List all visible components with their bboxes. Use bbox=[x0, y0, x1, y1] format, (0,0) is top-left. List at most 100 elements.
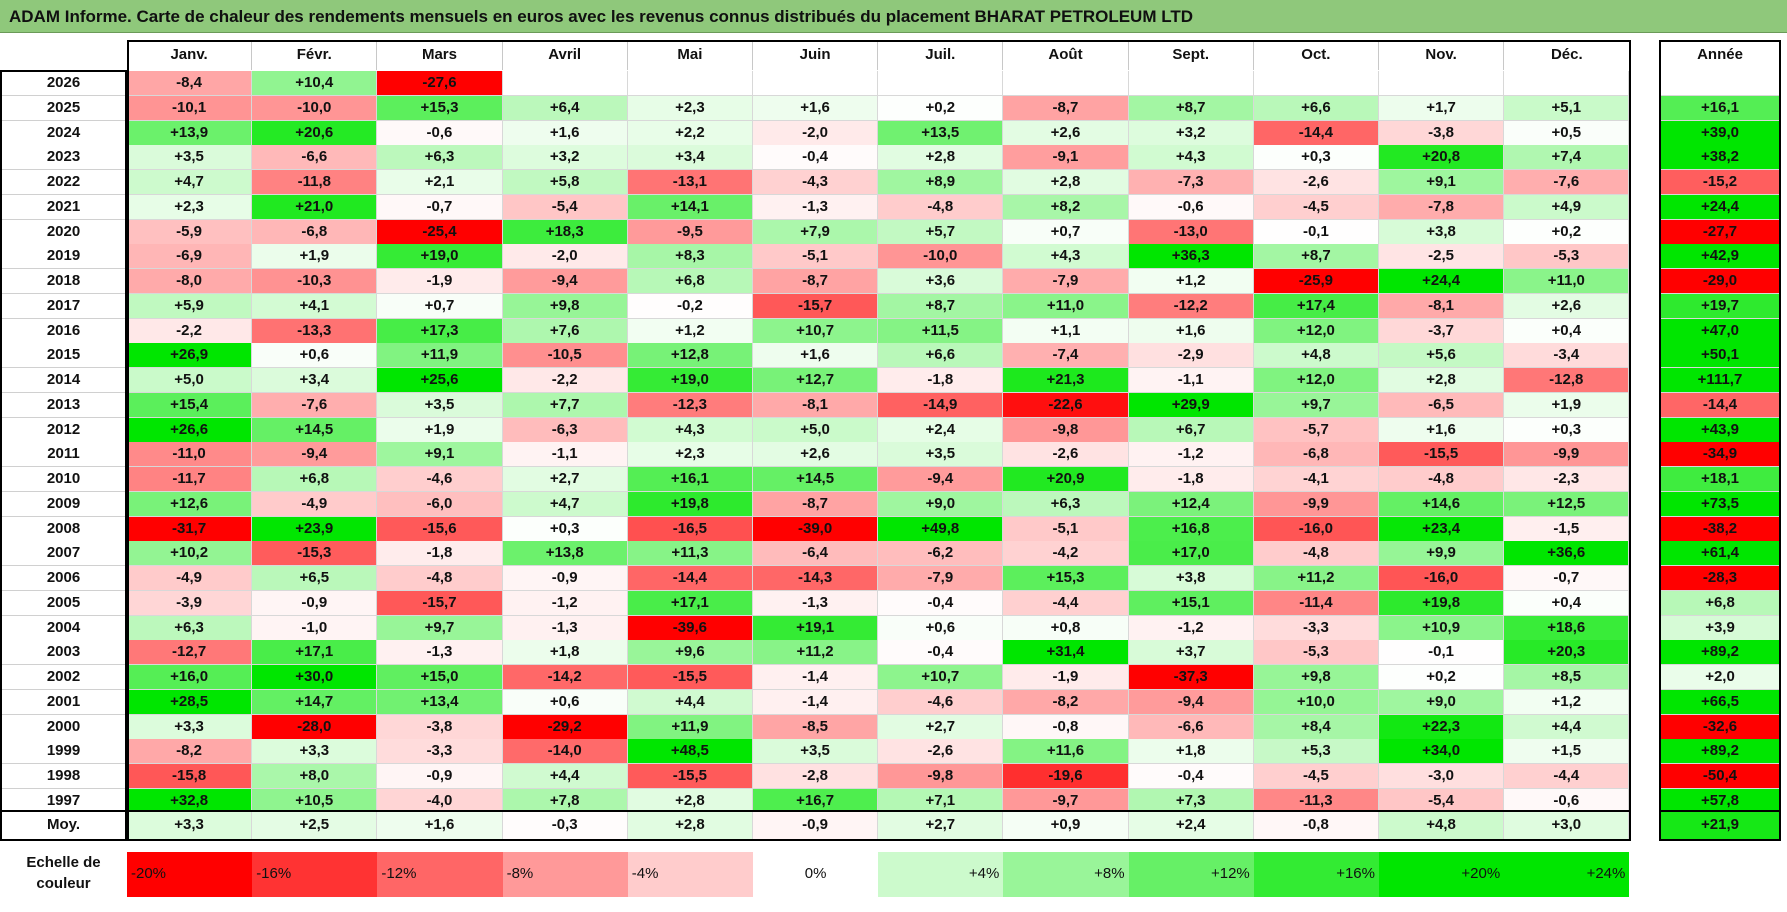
annual-cell-2011: -34,9 bbox=[1659, 442, 1781, 468]
heat-cell-2010-11: -4,8 bbox=[1379, 467, 1505, 492]
heat-cell-2016-1: -2,2 bbox=[127, 318, 253, 344]
heat-cell-2012-7: +2,4 bbox=[878, 417, 1004, 443]
heat-cell-2024-9: +3,2 bbox=[1128, 120, 1254, 146]
annual-cell-2024: +39,0 bbox=[1659, 120, 1781, 146]
heat-cell-2005-8: -4,4 bbox=[1003, 590, 1129, 616]
scale-swatch-5: -4% bbox=[627, 852, 753, 897]
heat-cell-2003-11: -0,1 bbox=[1379, 640, 1505, 666]
heat-cell-2007-8: -4,2 bbox=[1003, 541, 1129, 567]
scale-swatch-11: +20% bbox=[1379, 852, 1505, 897]
heat-cell-2019-1: -6,9 bbox=[127, 244, 253, 270]
heat-cell-2007-1: +10,2 bbox=[127, 541, 253, 567]
heat-cell-2025-7: +0,2 bbox=[878, 95, 1004, 121]
heat-cell-1997-4: +7,8 bbox=[502, 788, 628, 814]
heat-cell-2023-10: +0,3 bbox=[1253, 145, 1379, 171]
column-header-9: Sept. bbox=[1128, 40, 1254, 70]
annual-cell-2018: -29,0 bbox=[1659, 269, 1781, 294]
annual-cell-2019: +42,9 bbox=[1659, 244, 1781, 270]
heat-cell-1997-7: +7,1 bbox=[878, 788, 1004, 814]
row-label-2016: 2016 bbox=[0, 318, 127, 344]
heat-cell-2008-11: +23,4 bbox=[1379, 516, 1505, 542]
heat-cell-2015-3: +11,9 bbox=[377, 343, 503, 369]
heat-cell-2007-4: +13,8 bbox=[502, 541, 628, 567]
heat-cell-2006-11: -16,0 bbox=[1379, 566, 1505, 591]
heat-cell-2007-5: +11,3 bbox=[627, 541, 753, 567]
heat-cell-2012-1: +26,6 bbox=[127, 417, 253, 443]
heat-cell-2004-11: +10,9 bbox=[1379, 615, 1505, 641]
average-cell-7: +2,7 bbox=[878, 811, 1004, 841]
heat-cell-2018-9: +1,2 bbox=[1128, 269, 1254, 294]
heat-cell-2007-10: -4,8 bbox=[1253, 541, 1379, 567]
scale-swatch-6: 0% bbox=[753, 852, 879, 897]
heat-cell-2025-2: -10,0 bbox=[252, 95, 378, 121]
heat-cell-2020-6: +7,9 bbox=[753, 219, 879, 245]
heat-cell-2022-11: +9,1 bbox=[1379, 170, 1505, 195]
annual-cell-2013: -14,4 bbox=[1659, 392, 1781, 418]
heat-cell-2004-3: +9,7 bbox=[377, 615, 503, 641]
heat-cell-2013-11: -6,5 bbox=[1379, 392, 1505, 418]
heat-cell-2021-1: +2,3 bbox=[127, 194, 253, 220]
scale-swatch-8: +8% bbox=[1003, 852, 1129, 897]
heat-cell-2008-5: -16,5 bbox=[627, 516, 753, 542]
heat-cell-2022-1: +4,7 bbox=[127, 170, 253, 195]
heat-cell-2012-4: -6,3 bbox=[502, 417, 628, 443]
heat-cell-2014-12: -12,8 bbox=[1504, 368, 1630, 393]
heat-cell-2018-10: -25,9 bbox=[1253, 269, 1379, 294]
heat-cell-2006-12: -0,7 bbox=[1504, 566, 1630, 591]
heat-cell-2025-5: +2,3 bbox=[627, 95, 753, 121]
row-label-2019: 2019 bbox=[0, 244, 127, 270]
column-header-8: Août bbox=[1003, 40, 1129, 70]
heat-cell-2001-9: -9,4 bbox=[1128, 689, 1254, 715]
heat-cell-1998-12: -4,4 bbox=[1504, 764, 1630, 789]
heat-cell-1999-3: -3,3 bbox=[377, 739, 503, 765]
heat-cell-2021-4: -5,4 bbox=[502, 194, 628, 220]
heat-cell-1998-8: -19,6 bbox=[1003, 764, 1129, 789]
heat-cell-2007-12: +36,6 bbox=[1504, 541, 1630, 567]
heat-cell-2010-1: -11,7 bbox=[127, 467, 253, 492]
heat-cell-2008-1: -31,7 bbox=[127, 516, 253, 542]
heat-cell-2022-6: -4,3 bbox=[753, 170, 879, 195]
heat-cell-2024-6: -2,0 bbox=[753, 120, 879, 146]
annual-cell-2023: +38,2 bbox=[1659, 145, 1781, 171]
average-cell-3: +1,6 bbox=[377, 811, 503, 841]
heat-cell-2016-5: +1,2 bbox=[627, 318, 753, 344]
heat-cell-2009-7: +9,0 bbox=[878, 491, 1004, 517]
heat-cell-2009-10: -9,9 bbox=[1253, 491, 1379, 517]
heat-cell-2017-12: +2,6 bbox=[1504, 293, 1630, 319]
heat-cell-2004-2: -1,0 bbox=[252, 615, 378, 641]
heat-cell-2000-12: +4,4 bbox=[1504, 714, 1630, 740]
heat-cell-2004-6: +19,1 bbox=[753, 615, 879, 641]
moy-line2 bbox=[1659, 810, 1781, 812]
heat-cell-2003-9: +3,7 bbox=[1128, 640, 1254, 666]
heat-cell-2021-7: -4,8 bbox=[878, 194, 1004, 220]
heat-cell-2006-3: -4,8 bbox=[377, 566, 503, 591]
column-header-4: Avril bbox=[502, 40, 628, 70]
heat-cell-2006-10: +11,2 bbox=[1253, 566, 1379, 591]
heat-cell-2024-7: +13,5 bbox=[878, 120, 1004, 146]
annual-cell-2010: +18,1 bbox=[1659, 467, 1781, 492]
moy-line bbox=[0, 810, 1631, 812]
heat-cell-2002-10: +9,8 bbox=[1253, 665, 1379, 690]
heat-cell-2010-9: -1,8 bbox=[1128, 467, 1254, 492]
heat-cell-2022-2: -11,8 bbox=[252, 170, 378, 195]
heat-cell-2002-4: -14,2 bbox=[502, 665, 628, 690]
annual-cell-2012: +43,9 bbox=[1659, 417, 1781, 443]
heat-cell-2026-12 bbox=[1504, 71, 1630, 96]
annual-cell-2017: +19,7 bbox=[1659, 293, 1781, 319]
heat-cell-2018-5: +6,8 bbox=[627, 269, 753, 294]
heat-cell-1998-1: -15,8 bbox=[127, 764, 253, 789]
row-label-2014: 2014 bbox=[0, 368, 127, 393]
heat-cell-2016-10: +12,0 bbox=[1253, 318, 1379, 344]
heat-cell-2002-2: +30,0 bbox=[252, 665, 378, 690]
heat-cell-2009-11: +14,6 bbox=[1379, 491, 1505, 517]
heat-cell-2003-5: +9,6 bbox=[627, 640, 753, 666]
heat-cell-2011-10: -6,8 bbox=[1253, 442, 1379, 468]
row-label-2004: 2004 bbox=[0, 615, 127, 641]
annual-cell-2022: -15,2 bbox=[1659, 170, 1781, 195]
heat-cell-2009-5: +19,8 bbox=[627, 491, 753, 517]
heat-cell-2026-4 bbox=[502, 71, 628, 96]
heat-cell-2001-8: -8,2 bbox=[1003, 689, 1129, 715]
heat-cell-2009-2: -4,9 bbox=[252, 491, 378, 517]
heat-cell-2003-3: -1,3 bbox=[377, 640, 503, 666]
